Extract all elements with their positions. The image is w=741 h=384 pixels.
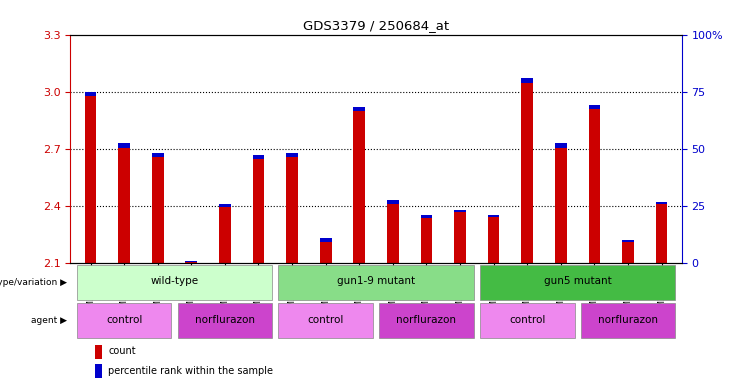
Text: percentile rank within the sample: percentile rank within the sample [108,366,273,376]
Text: gun1-9 mutant: gun1-9 mutant [337,276,415,286]
Bar [77,265,272,300]
Bar [555,143,567,263]
Bar [656,202,668,263]
Bar [320,238,331,263]
Bar [522,78,533,83]
Bar [588,105,600,263]
Bar [421,215,432,218]
Bar [286,152,298,157]
Bar [279,265,473,300]
Bar [622,240,634,263]
Bar [454,210,466,212]
Bar [119,143,130,263]
Bar [588,105,600,109]
Bar [77,303,171,338]
Text: count: count [108,346,136,356]
Bar [219,204,230,207]
Bar [185,261,197,263]
Text: gun5 mutant: gun5 mutant [544,276,611,286]
Bar [488,215,499,263]
Bar [656,202,668,204]
Bar [84,92,96,96]
Bar [253,154,265,159]
Bar [253,154,265,263]
Text: norflurazon: norflurazon [195,315,255,325]
Text: genotype/variation ▶: genotype/variation ▶ [0,278,67,287]
Bar [480,265,675,300]
Bar [480,303,574,338]
Bar [152,152,164,157]
Bar [387,200,399,263]
Bar [178,303,272,338]
Bar [421,215,432,263]
Text: control: control [509,315,545,325]
Text: norflurazon: norflurazon [396,315,456,325]
Bar [185,261,197,262]
Bar [286,152,298,263]
Bar [581,303,675,338]
Bar [379,303,473,338]
Bar [219,204,230,263]
Bar [622,240,634,242]
Bar [95,345,102,359]
Bar [353,107,365,111]
Title: GDS3379 / 250684_at: GDS3379 / 250684_at [303,19,449,32]
Bar [454,210,466,263]
Bar [488,215,499,217]
Bar [387,200,399,204]
Text: control: control [308,315,344,325]
Bar [353,107,365,263]
Bar [84,92,96,263]
Bar [152,152,164,263]
Bar [320,238,331,242]
Bar [119,143,130,148]
Bar [522,78,533,263]
Bar [279,303,373,338]
Bar [555,143,567,148]
Text: control: control [106,315,142,325]
Text: wild-type: wild-type [150,276,199,286]
Bar [95,364,102,378]
Text: norflurazon: norflurazon [598,315,658,325]
Text: agent ▶: agent ▶ [30,316,67,325]
